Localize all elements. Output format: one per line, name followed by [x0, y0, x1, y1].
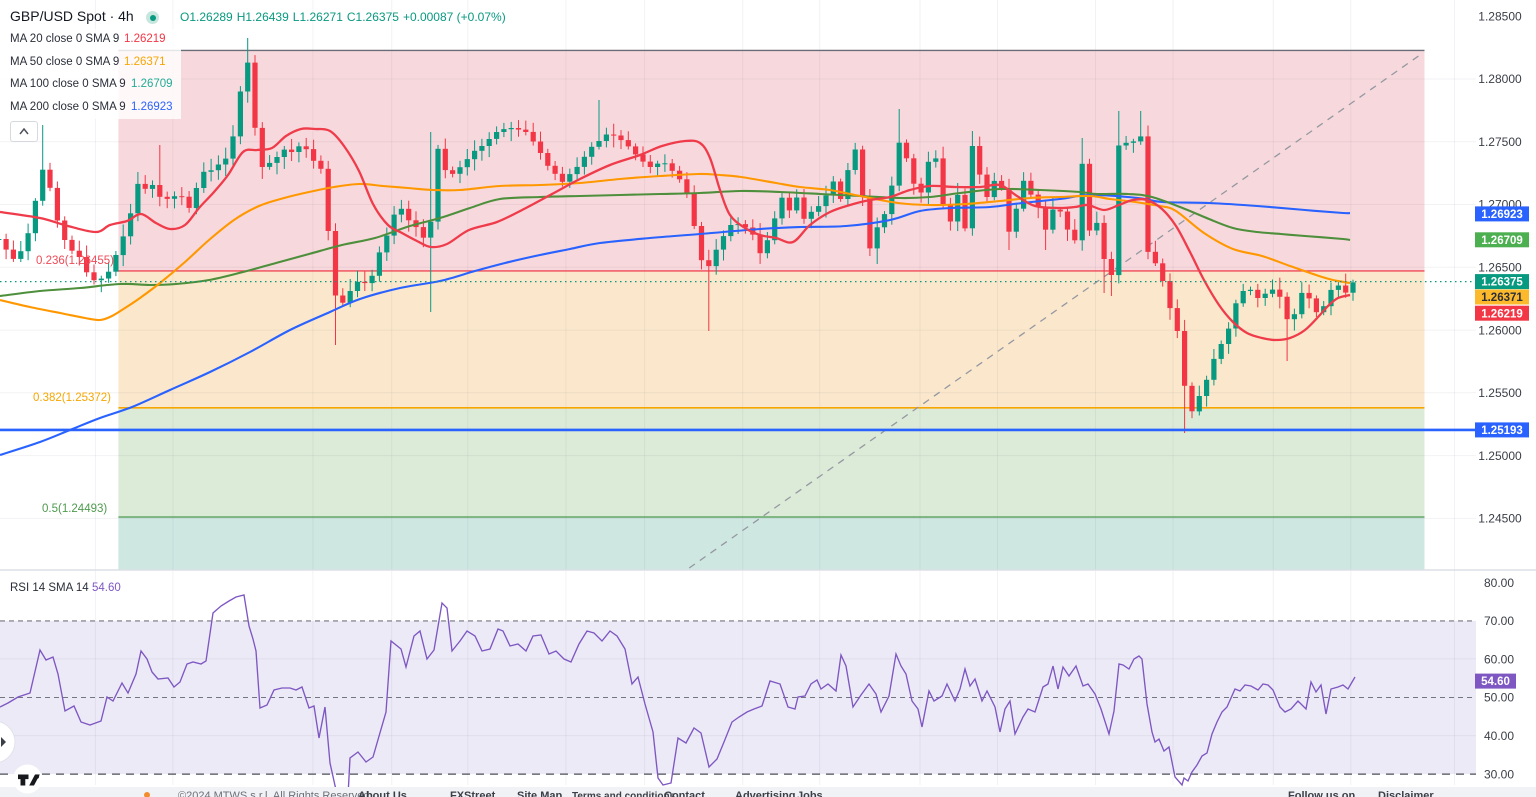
svg-text:1.26000: 1.26000 — [1478, 323, 1522, 337]
svg-text:1.26923: 1.26923 — [1481, 209, 1523, 221]
svg-text:1.27500: 1.27500 — [1478, 135, 1522, 149]
svg-text:©2024 MTWS s.r.l. All Rights R: ©2024 MTWS s.r.l. All Rights Reserved — [178, 790, 370, 797]
svg-text:1.28000: 1.28000 — [1478, 72, 1522, 86]
svg-text:40.00: 40.00 — [1484, 729, 1514, 743]
svg-text:About Us: About Us — [358, 790, 407, 797]
svg-text:1.24500: 1.24500 — [1478, 512, 1522, 526]
svg-text:Jobs: Jobs — [797, 790, 823, 797]
svg-text:1.25500: 1.25500 — [1478, 386, 1522, 400]
svg-text:FXStreet: FXStreet — [450, 790, 496, 797]
svg-text:70.00: 70.00 — [1484, 614, 1514, 628]
svg-text:0.5(1.24493): 0.5(1.24493) — [42, 503, 107, 515]
svg-text:1.28500: 1.28500 — [1478, 9, 1522, 23]
svg-text:1.26709: 1.26709 — [1481, 235, 1523, 247]
svg-text:Follow us on: Follow us on — [1288, 790, 1355, 797]
svg-text:0.382(1.25372): 0.382(1.25372) — [33, 392, 111, 404]
svg-text:Disclaimer: Disclaimer — [1378, 790, 1434, 797]
svg-text:Advertising: Advertising — [735, 790, 796, 797]
svg-text:Terms and conditions: Terms and conditions — [572, 791, 676, 797]
svg-text:30.00: 30.00 — [1484, 767, 1514, 781]
svg-text:Site Map: Site Map — [517, 790, 563, 797]
svg-text:1.26371: 1.26371 — [1481, 292, 1523, 304]
svg-text:1.26375: 1.26375 — [1481, 277, 1523, 289]
svg-text:60.00: 60.00 — [1484, 652, 1514, 666]
svg-text:1.26219: 1.26219 — [1481, 308, 1523, 320]
svg-text:80.00: 80.00 — [1484, 576, 1514, 590]
svg-text:1.25000: 1.25000 — [1478, 449, 1522, 463]
svg-text:Contact: Contact — [664, 790, 705, 797]
svg-text:0.236(1.26455): 0.236(1.26455) — [36, 255, 114, 267]
svg-text:1.25193: 1.25193 — [1481, 425, 1523, 437]
svg-text:1.26500: 1.26500 — [1478, 261, 1522, 275]
svg-text:54.60: 54.60 — [1481, 676, 1510, 688]
svg-text:50.00: 50.00 — [1484, 691, 1514, 705]
